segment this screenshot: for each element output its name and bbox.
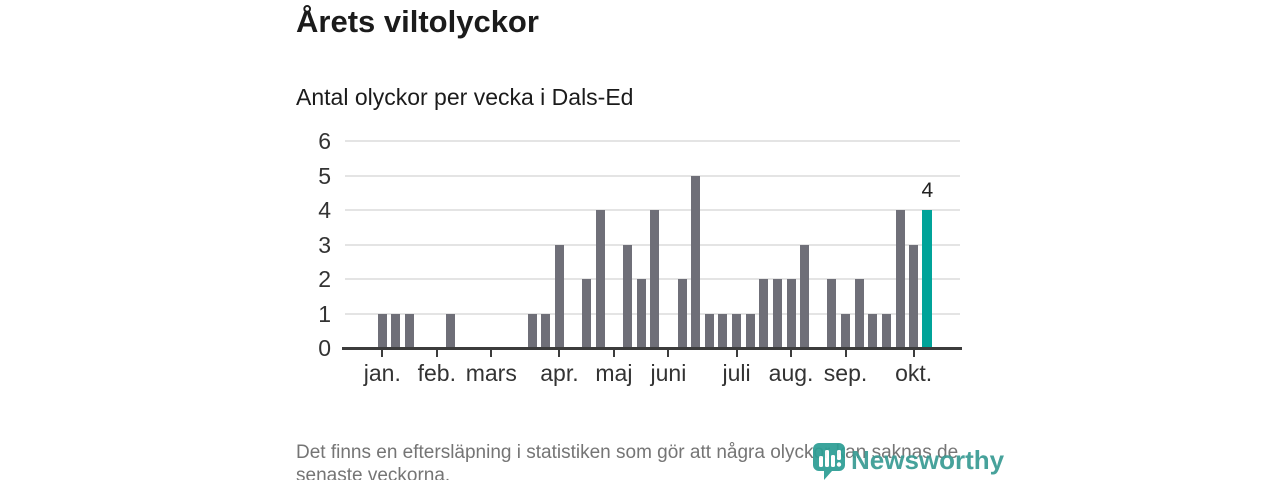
bar-chart-plot-area: 0 1 2 3 4 5 6 jan. feb. mars apr. maj juni juli aug. se… (318, 128, 962, 386)
x-axis-label-apr: apr. (540, 360, 579, 386)
footnote-line-1: Det finns en eftersläpning i statistiken… (296, 442, 959, 463)
x-axis-label-okt: okt. (895, 360, 933, 386)
bar-week-30 (772, 279, 782, 348)
bar-week-17 (595, 210, 605, 348)
y-axis-label-5: 5 (318, 162, 331, 189)
x-axis-tick-apr (558, 348, 561, 357)
chart-subtitle: Antal olyckor per vecka i Dals-Ed (296, 84, 634, 110)
y-axis-label-2: 2 (318, 266, 331, 292)
x-axis-tick-okt (912, 348, 915, 357)
bar-week-20 (636, 279, 646, 348)
x-axis-label-jan: jan. (363, 360, 401, 386)
newsworthy-logo-icon (813, 443, 845, 480)
x-axis-tick-jan (381, 348, 384, 357)
bar-week-25 (704, 313, 714, 348)
bar-week-14 (554, 244, 564, 348)
newsworthy-logo: Newsworthy (812, 442, 1004, 480)
newsworthy-logo-text: Newsworthy (851, 445, 1005, 475)
bar-week-2 (391, 313, 401, 348)
y-axis-label-1: 1 (318, 300, 331, 327)
bar-week-26 (718, 313, 728, 348)
bar-week-3 (405, 313, 415, 348)
footnote-line-2: senaste veckorna. (296, 465, 451, 480)
bar-week-19 (623, 244, 633, 348)
x-axis-label-maj: maj (595, 360, 633, 386)
y-axis-label-0: 0 (318, 335, 331, 361)
x-axis-tick-juni (667, 348, 670, 357)
x-axis-tick-maj (612, 348, 615, 357)
bar-week-40 (909, 244, 919, 348)
y-axis-label-6: 6 (318, 128, 331, 154)
bar-week-41-highlight (922, 210, 933, 348)
bar-week-28 (745, 313, 755, 348)
bar-week-32 (800, 244, 810, 348)
bar-week-13 (541, 313, 551, 348)
bar-week-1 (377, 313, 387, 348)
bar-week-12 (527, 313, 537, 348)
x-axis-label-sep: sep. (823, 360, 868, 386)
x-axis-line (342, 347, 962, 350)
gridline-y-6 (345, 140, 960, 142)
x-axis-label-juli: juli (722, 360, 751, 386)
y-axis-label-3: 3 (318, 231, 331, 258)
bar-week-39 (895, 210, 905, 348)
x-axis-tick-aug (790, 348, 793, 357)
x-axis-tick-feb (435, 348, 438, 357)
highlight-bar-value-label: 4 (921, 179, 934, 202)
bar-week-21 (650, 210, 660, 348)
x-axis-label-juni: juni (650, 360, 687, 386)
bar-week-35 (841, 313, 851, 348)
bar-week-37 (868, 313, 878, 348)
x-axis-label-mars: mars (465, 360, 517, 386)
footnote: Det finns en eftersläpning i statistiken… (296, 441, 958, 480)
bar-week-36 (854, 279, 864, 348)
x-axis-tick-sep (844, 348, 847, 357)
bar-week-16 (582, 279, 592, 348)
x-axis-label-aug: aug. (768, 360, 814, 386)
x-axis-tick-mars (490, 348, 493, 357)
bar-week-27 (732, 313, 742, 348)
x-axis-label-feb: feb. (417, 360, 456, 386)
x-axis-tick-juli (735, 348, 738, 357)
bar-week-29 (759, 279, 769, 348)
gridline-y-5 (345, 174, 960, 177)
y-axis-label-4: 4 (318, 197, 331, 223)
bar-week-24 (691, 175, 701, 348)
bar-week-34 (827, 279, 837, 348)
chart-title: Årets viltolyckor (296, 4, 539, 39)
bar-week-38 (881, 313, 891, 348)
bar-week-31 (786, 279, 796, 348)
bar-week-23 (677, 279, 687, 348)
bar-week-6 (445, 313, 455, 348)
